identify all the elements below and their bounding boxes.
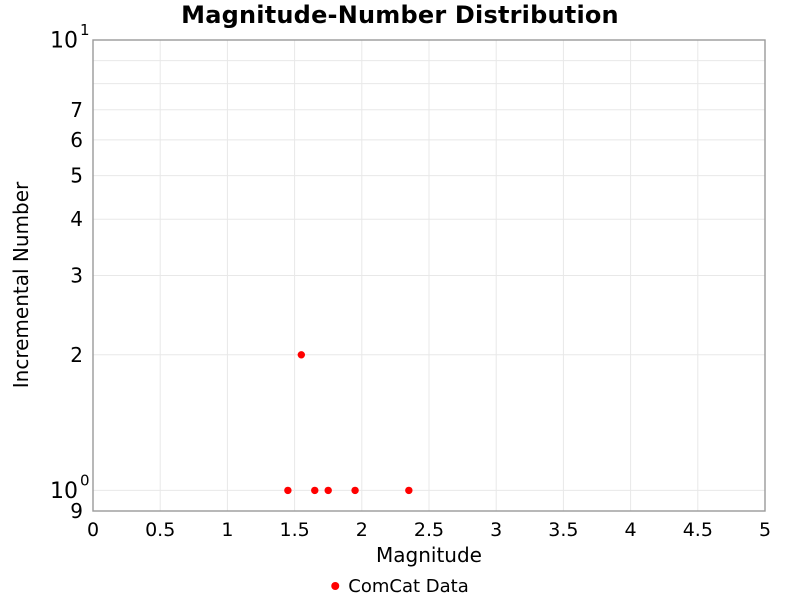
x-tick-label: 3 xyxy=(490,519,502,541)
chart-title: Magnitude-Number Distribution xyxy=(181,1,619,29)
y-major-tick-label: 10 xyxy=(50,479,78,504)
legend-marker-dot xyxy=(331,582,340,590)
data-point xyxy=(324,486,332,495)
y-tick-label: 7 xyxy=(70,98,83,122)
y-tick-label: 4 xyxy=(70,207,83,231)
data-point xyxy=(351,486,359,495)
data-point xyxy=(405,486,413,495)
x-tick-label: 1 xyxy=(221,519,233,541)
y-major-tick-exponent: 0 xyxy=(80,471,90,489)
data-point xyxy=(284,486,292,495)
legend-label: ComCat Data xyxy=(348,575,469,597)
data-point xyxy=(311,486,319,495)
data-point xyxy=(297,351,306,359)
x-tick-label: 2 xyxy=(356,519,368,541)
x-tick-labels: 0 0.5 1 1.5 2 2.5 3 3.5 4 4.5 5 xyxy=(87,519,771,541)
gridlines xyxy=(93,40,765,511)
data-points xyxy=(284,351,413,495)
legend: ComCat Data xyxy=(331,575,469,597)
y-tick-label: 6 xyxy=(70,128,83,152)
y-major-tick-label: 10 xyxy=(50,29,78,54)
legend-item-comcat-data[interactable]: ComCat Data xyxy=(331,575,469,597)
x-tick-label: 3.5 xyxy=(548,519,578,541)
x-axis-title: Magnitude xyxy=(376,543,482,567)
x-tick-label: 0.5 xyxy=(145,519,175,541)
x-tick-label: 1.5 xyxy=(279,519,309,541)
x-tick-label: 0 xyxy=(87,519,99,541)
x-tick-label: 2.5 xyxy=(414,519,444,541)
x-tick-label: 4 xyxy=(625,519,637,541)
y-axis-title: Incremental Number xyxy=(9,181,33,388)
y-major-tick-exponent: 1 xyxy=(80,21,90,39)
y-tick-label: 5 xyxy=(70,164,83,188)
x-tick-label: 5 xyxy=(759,519,771,541)
plot-border xyxy=(92,39,766,512)
y-tick-label: 9 xyxy=(70,499,83,523)
x-tick-label: 4.5 xyxy=(683,519,713,541)
y-tick-label: 2 xyxy=(70,343,83,367)
y-tick-label: 3 xyxy=(70,264,83,288)
